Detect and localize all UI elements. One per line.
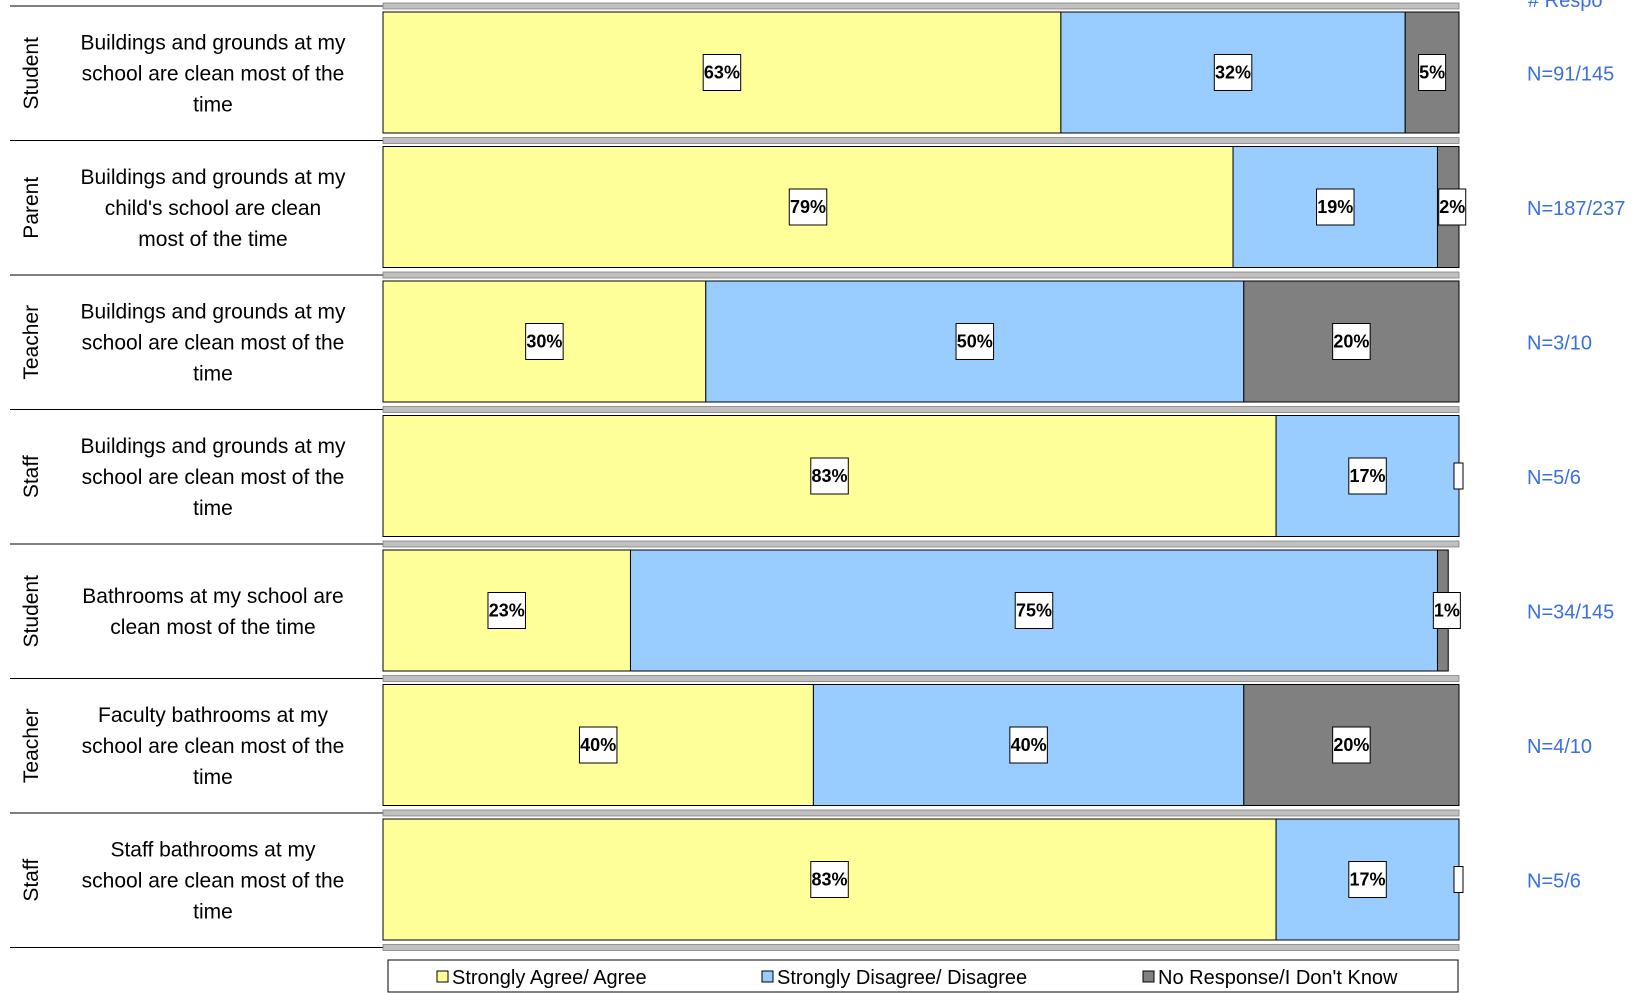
data-label: 83%: [812, 870, 848, 890]
row-role-label: Staff: [20, 455, 43, 498]
data-label-box: [1432, 592, 1461, 629]
row-question-line: clean most of the time: [110, 616, 315, 639]
data-label: 19%: [1317, 197, 1353, 217]
data-label-box: [1014, 592, 1054, 629]
legend-swatch: [761, 970, 774, 983]
row-question-line: Staff bathrooms at my: [110, 838, 316, 861]
empty-data-label: [1453, 866, 1464, 893]
bar-gap: [382, 540, 1460, 548]
data-label: 40%: [1011, 735, 1047, 755]
bar-gap: [382, 406, 1460, 413]
legend-box: [387, 959, 1459, 993]
data-label-box: [1316, 188, 1355, 226]
row-question-line: Buildings and grounds at my: [81, 166, 346, 189]
data-label-box: [955, 323, 995, 360]
data-label-box: [1213, 54, 1253, 91]
legend-swatch: [436, 970, 449, 983]
row-question-line: time: [193, 93, 233, 116]
data-label-box: [1009, 726, 1048, 764]
row-labels: Student Buildings and grounds at my school…: [20, 31, 346, 923]
data-label-box: [525, 323, 564, 360]
data-label: 2%: [1439, 197, 1465, 217]
row-role-label: Teacher: [20, 708, 43, 783]
data-label-box: [1332, 323, 1371, 360]
row-question-line: child's school are clean: [105, 197, 321, 220]
bar-gap: [382, 944, 1460, 951]
data-label-box: [810, 457, 849, 495]
response-count: N=187/237: [1527, 198, 1625, 220]
row-role-label: Parent: [20, 177, 43, 239]
response-count: N=5/6: [1527, 870, 1581, 892]
legend: Strongly Agree/ Agree Strongly Disagree/ …: [387, 959, 1459, 993]
row-dividers: [10, 2, 1460, 951]
response-count: N=4/10: [1527, 736, 1592, 758]
row-role-label: Student: [20, 37, 43, 110]
data-label-box: [1348, 457, 1387, 495]
data-label-box: [487, 592, 526, 629]
row-role-label: Student: [20, 575, 43, 648]
data-label: 17%: [1350, 870, 1386, 890]
row-role-label: Teacher: [20, 305, 43, 380]
bar-gap: [382, 2, 1460, 10]
row-question-line: Buildings and grounds at my: [81, 435, 346, 458]
legend-label: Strongly Agree/ Agree: [452, 967, 647, 989]
data-label-box: [1332, 726, 1371, 764]
data-label: 32%: [1215, 63, 1251, 83]
data-label-box: [1438, 188, 1467, 226]
response-count: N=91/145: [1527, 63, 1614, 85]
bar-gap: [382, 675, 1460, 682]
data-label: 17%: [1350, 466, 1386, 486]
row-question-line: school are clean most of the: [82, 331, 345, 354]
response-count: N=5/6: [1527, 467, 1581, 489]
row-question-line: Buildings and grounds at my: [81, 300, 346, 323]
empty-data-label: [1453, 462, 1464, 490]
legend-swatch: [1142, 970, 1155, 983]
row-question-line: time: [193, 766, 233, 789]
row-question-line: time: [193, 497, 233, 520]
bar-series: [382, 11, 1460, 941]
data-label: 75%: [1016, 601, 1052, 621]
data-label-box: [702, 54, 742, 91]
data-label-box: [1418, 54, 1447, 91]
row-question-line: school are clean most of the: [82, 869, 345, 892]
row-question-line: school are clean most of the: [82, 466, 345, 489]
data-labels: 63% 32% 5% 79% 19% 2% 30% 50% 20% 83% 17% 23% 75% 1% 4…: [487, 54, 1467, 898]
data-label: 63%: [704, 63, 740, 83]
row-question-line: Bathrooms at my school are: [82, 585, 343, 608]
data-label: 30%: [526, 332, 562, 352]
data-label-box: [1348, 861, 1387, 898]
response-count: N=34/145: [1527, 601, 1614, 623]
data-label: 20%: [1333, 735, 1369, 755]
response-counts: N=91/145 N=187/237 N=3/10 N=5/6 N=34/145 N=4/…: [1527, 63, 1625, 892]
row-question-line: school are clean most of the: [82, 735, 345, 758]
data-label: 23%: [489, 601, 525, 621]
row-question-line: Faculty bathrooms at my: [98, 704, 328, 727]
data-label: 1%: [1434, 601, 1460, 621]
row-question-line: Buildings and grounds at my: [81, 31, 346, 54]
bar-segment: [382, 818, 1277, 941]
legend-label: No Response/I Don't Know: [1158, 967, 1398, 989]
row-question-line: time: [193, 900, 233, 923]
response-count-header: # Respo: [1528, 0, 1603, 12]
row-role-label: Staff: [20, 859, 43, 902]
response-count: N=3/10: [1527, 332, 1592, 354]
data-label-box: [788, 188, 828, 226]
data-label: 20%: [1333, 332, 1369, 352]
data-label: 40%: [580, 735, 616, 755]
data-label-box: [810, 861, 849, 898]
legend-label: Strongly Disagree/ Disagree: [777, 967, 1027, 989]
bar-gap: [382, 271, 1460, 279]
bar-gap: [382, 809, 1460, 817]
row-question-line: school are clean most of the: [82, 62, 345, 85]
data-label: 83%: [812, 466, 848, 486]
bar-gap: [382, 137, 1460, 144]
row-question-line: time: [193, 362, 233, 385]
data-label: 79%: [790, 197, 826, 217]
data-label-box: [578, 726, 618, 764]
data-label: 50%: [957, 332, 993, 352]
data-label: 5%: [1419, 63, 1445, 83]
row-question-line: most of the time: [138, 228, 287, 251]
